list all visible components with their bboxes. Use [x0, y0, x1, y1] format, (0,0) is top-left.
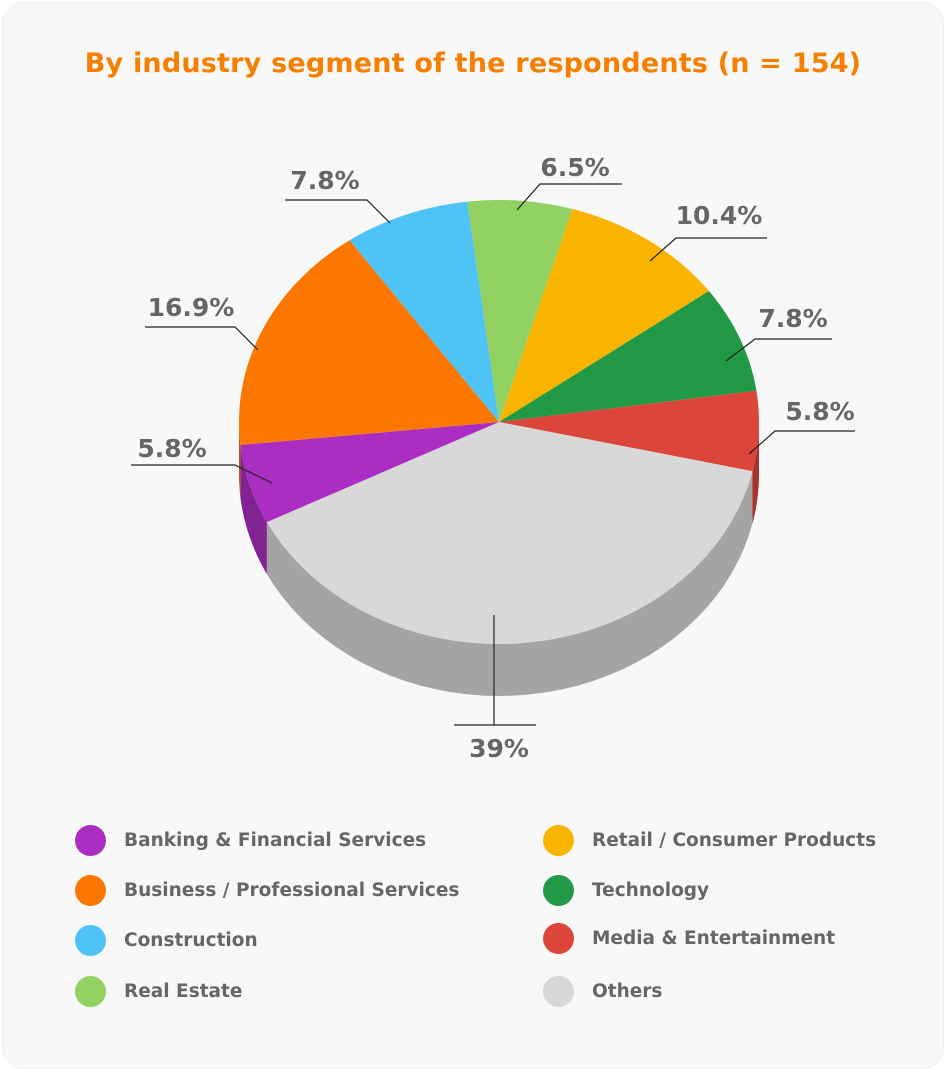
- chart-title: By industry segment of the respondents (…: [84, 48, 862, 79]
- pie-side-others: [266, 471, 753, 696]
- leader-line: [454, 615, 536, 726]
- leader-line: [131, 464, 273, 484]
- leader-line: [145, 326, 259, 351]
- legend-item: Real Estate: [75, 976, 242, 1007]
- pie-slice-banking-financial-services: [240, 422, 499, 523]
- legend-item: Retail / Consumer Products: [543, 825, 876, 856]
- legend-swatch: [75, 825, 106, 856]
- data-label: 39%: [469, 734, 529, 763]
- legend-label: Technology: [592, 880, 710, 901]
- legend-label: Others: [592, 981, 663, 1002]
- legend-swatch: [543, 976, 574, 1007]
- data-label: 5.8%: [137, 434, 206, 463]
- pie-slice-others: [266, 422, 753, 644]
- data-label: 16.9%: [148, 293, 235, 322]
- data-label: 6.5%: [540, 153, 609, 182]
- pie-side-banking-financial-services: [240, 444, 267, 575]
- leader-line: [516, 183, 622, 211]
- legend-item: Technology: [543, 875, 709, 906]
- leader-line: [649, 237, 767, 262]
- pie-slice-real-estate: [467, 200, 573, 422]
- leader-line: [285, 199, 391, 224]
- legend-item: Media & Entertainment: [543, 923, 835, 954]
- data-label: 10.4%: [676, 201, 763, 230]
- pie-slice-retail-consumer-products: [499, 209, 709, 422]
- legend-label: Media & Entertainment: [592, 928, 836, 949]
- legend-label: Banking & Financial Services: [124, 830, 427, 851]
- legend-label: Business / Professional Services: [124, 880, 460, 901]
- legend-item: Business / Professional Services: [75, 875, 459, 906]
- legend-label: Real Estate: [124, 981, 243, 1002]
- legend-swatch: [543, 923, 574, 954]
- legend-swatch: [75, 925, 106, 956]
- data-label: 5.8%: [785, 397, 854, 426]
- legend-swatch: [543, 825, 574, 856]
- legend-item: Others: [543, 976, 662, 1007]
- leader-line: [748, 430, 855, 455]
- pie-slice-business-professional-services: [239, 240, 499, 445]
- legend-swatch: [543, 875, 574, 906]
- legend-item: Construction: [75, 925, 258, 956]
- pie-slice-construction: [349, 201, 499, 422]
- leader-line: [725, 338, 832, 362]
- data-label: 7.8%: [758, 304, 827, 333]
- legend-label: Construction: [124, 930, 258, 951]
- legend-label: Retail / Consumer Products: [592, 830, 877, 851]
- pie-slice-media-entertainment: [499, 390, 759, 472]
- legend-swatch: [75, 976, 106, 1007]
- pie-slice-technology: [499, 291, 757, 422]
- legend-item: Banking & Financial Services: [75, 825, 426, 856]
- legend-swatch: [75, 875, 106, 906]
- data-label: 7.8%: [290, 166, 359, 195]
- pie-side-business-professional-services: [239, 422, 241, 497]
